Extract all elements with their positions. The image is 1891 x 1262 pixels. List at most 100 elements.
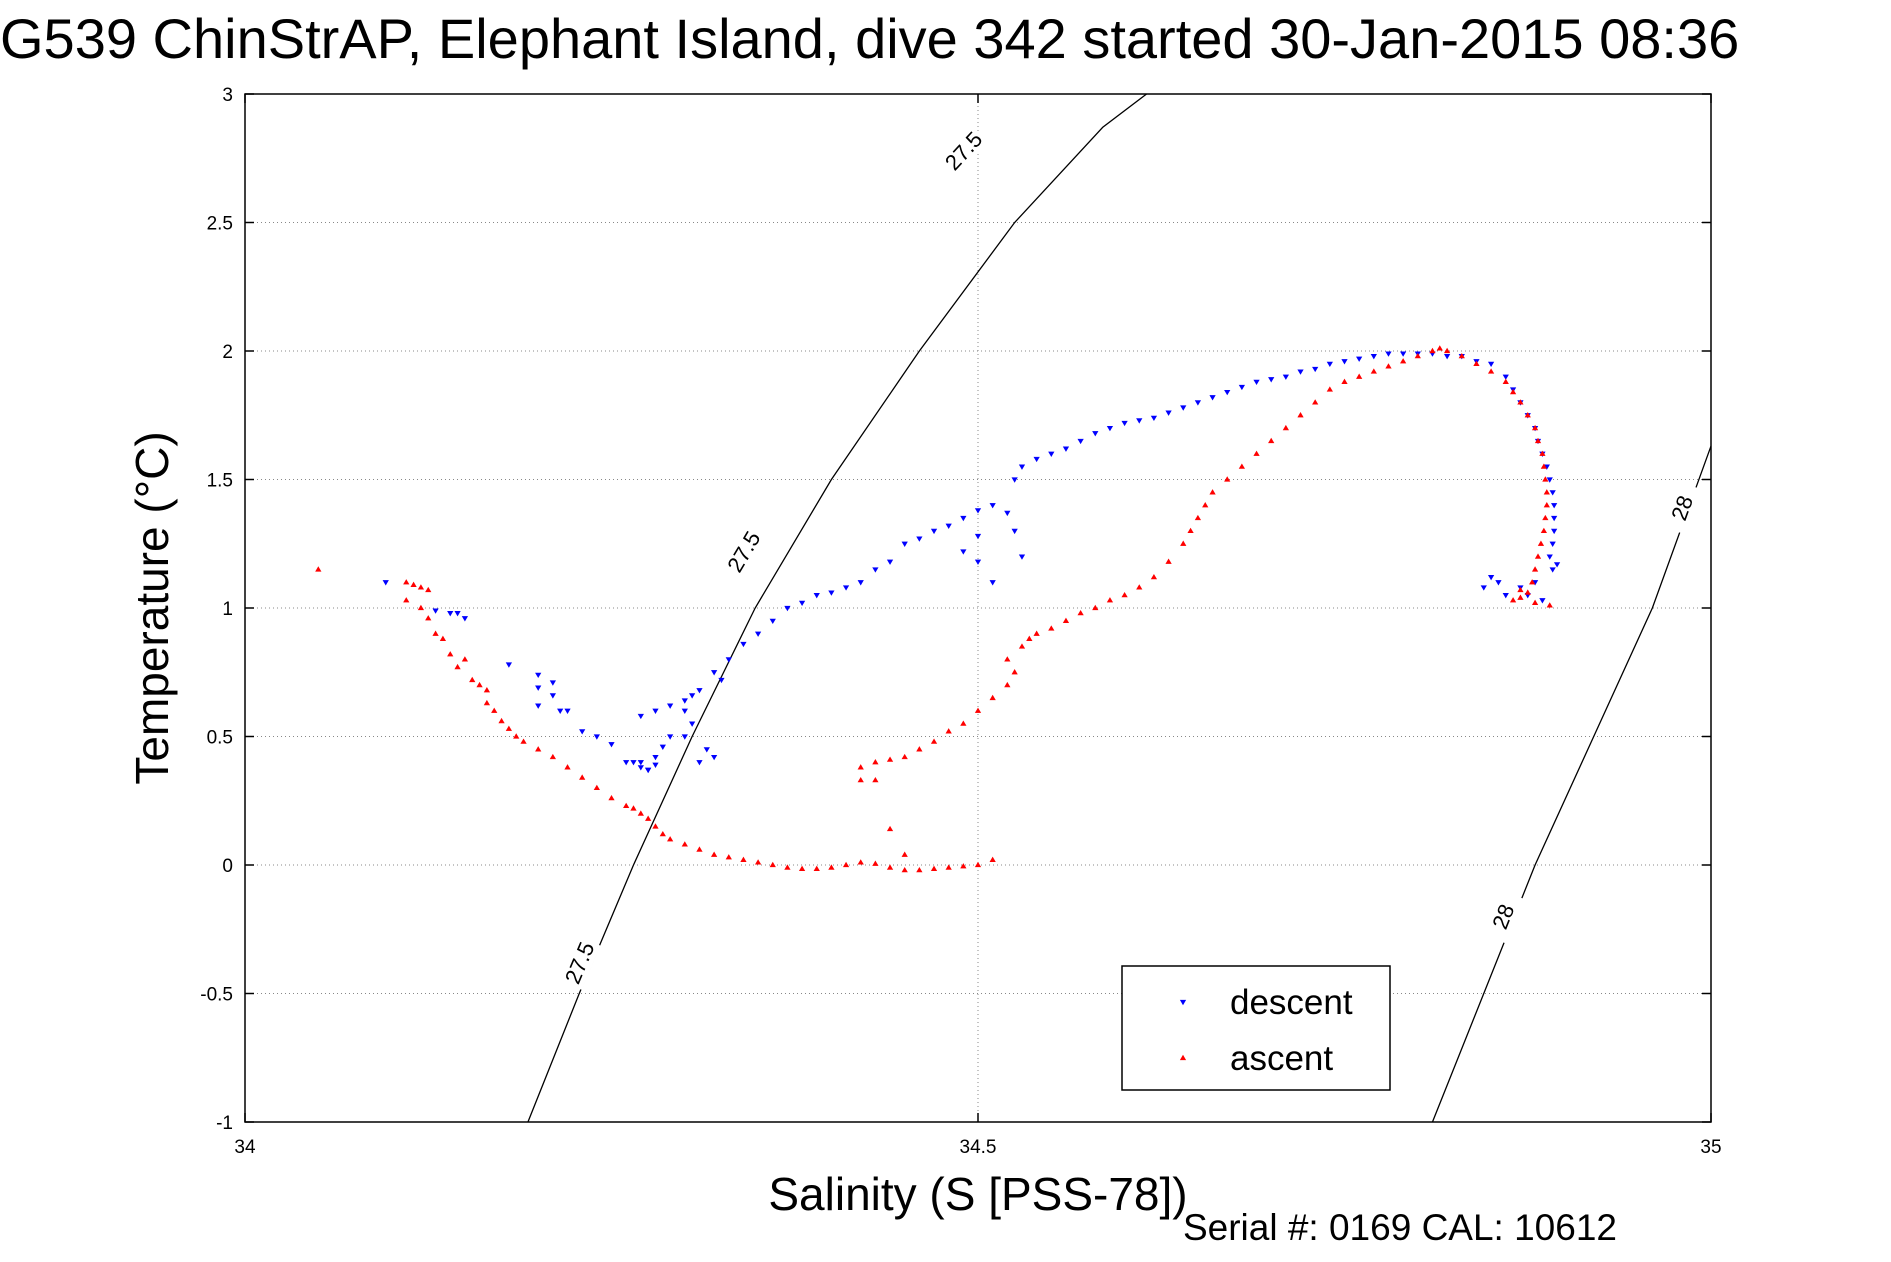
descent-point (637, 765, 644, 771)
descent-point (1268, 377, 1275, 383)
ascent-point (439, 635, 447, 641)
ascent-point (483, 699, 491, 706)
y-tick-label: -0.5 (200, 985, 233, 1006)
ascent-point (1004, 681, 1011, 688)
descent-point (960, 549, 967, 555)
ascent-series (315, 345, 1553, 873)
descent-point (1549, 541, 1556, 547)
descent-point (1048, 451, 1055, 457)
ascent-point (535, 746, 542, 752)
ascent-point (1531, 599, 1539, 605)
descent-point (630, 760, 637, 766)
ascent-point (1436, 345, 1443, 351)
descent-point (784, 605, 791, 612)
legend-marker-ascent (1179, 1054, 1187, 1061)
ascent-point (1026, 635, 1033, 641)
descent-point (754, 631, 762, 637)
ascent-point (403, 597, 410, 603)
ascent-point (930, 865, 938, 871)
ascent-point (1268, 437, 1275, 444)
ascent-point (1458, 352, 1465, 359)
isopycnal-line (527, 93, 1147, 1123)
contour-label-bg (1661, 480, 1703, 535)
ascent-point (476, 681, 483, 688)
ascent-point (960, 863, 967, 869)
ascent-point (857, 764, 864, 770)
descent-point (681, 708, 688, 714)
descent-point (1326, 361, 1333, 368)
descent-point (1385, 351, 1392, 357)
ascent-point (886, 864, 894, 870)
descent-point (1150, 415, 1158, 422)
descent-point (1018, 554, 1026, 560)
descent-point (1011, 477, 1018, 483)
ascent-point (1534, 437, 1542, 444)
descent-point (696, 688, 703, 694)
descent-point (1004, 510, 1011, 517)
descent-point (1480, 585, 1487, 591)
ascent-point (564, 764, 571, 770)
y-tick-label: 1 (222, 599, 233, 620)
ascent-point (1209, 489, 1216, 495)
descent-point (1546, 477, 1553, 483)
descent-point (1224, 389, 1231, 396)
descent-point (842, 585, 850, 591)
contour-label-bg (557, 935, 601, 990)
descent-point (637, 713, 644, 720)
ascent-point (1443, 347, 1451, 354)
descent-point (1121, 420, 1128, 427)
descent-point (564, 708, 571, 714)
descent-point (703, 747, 710, 753)
ascent-point (1356, 373, 1363, 379)
descent-point (432, 608, 439, 614)
x-axis-ticks: 34 34.5 35 (234, 94, 1722, 1158)
x-tick-label: 35 (1700, 1137, 1721, 1158)
descent-point (1297, 369, 1304, 375)
descent-point (1549, 490, 1556, 496)
ascent-point (901, 851, 908, 857)
ascent-point (681, 841, 688, 847)
ascent-point (1531, 566, 1539, 572)
ascent-point (1297, 412, 1304, 418)
descent-point (1062, 446, 1070, 452)
ascent-point (769, 861, 776, 868)
ascent-point (989, 694, 996, 701)
ascent-point (659, 830, 666, 837)
ascent-point (1092, 604, 1099, 611)
ascent-point (1543, 502, 1550, 508)
ascent-point (432, 630, 439, 636)
descent-point (1180, 405, 1187, 411)
descent-point (535, 672, 542, 679)
ascent-point (1531, 424, 1539, 431)
ascent-point (498, 717, 505, 724)
ascent-point (989, 856, 996, 862)
descent-point (974, 533, 982, 540)
descent-point (535, 685, 542, 691)
descent-point (930, 528, 938, 535)
descent-point (681, 734, 688, 740)
descent-point (872, 567, 879, 573)
ascent-point (1077, 609, 1084, 616)
descent-point (989, 503, 996, 509)
descent-point (652, 708, 659, 714)
descent-point (1356, 356, 1363, 362)
ascent-point (1537, 540, 1545, 546)
ascent-point (886, 825, 894, 832)
ascent-point (1194, 514, 1202, 521)
y-tick-label: 3 (222, 85, 233, 106)
descent-point (813, 593, 820, 599)
ascent-point (916, 746, 923, 752)
y-tick-label: 2 (222, 342, 233, 363)
y-tick-label: 1.5 (207, 471, 233, 492)
ascent-point (813, 865, 820, 871)
ascent-point (710, 851, 718, 857)
x-tick-label: 34.5 (960, 1137, 997, 1158)
descent-point (828, 590, 835, 596)
ascent-point (1136, 584, 1143, 590)
ascent-point (637, 810, 644, 816)
descent-point (1341, 359, 1348, 365)
ascent-point (1400, 358, 1407, 364)
descent-point (718, 677, 725, 684)
y-tick-label: 2.5 (207, 214, 233, 235)
ascent-point (425, 586, 432, 593)
